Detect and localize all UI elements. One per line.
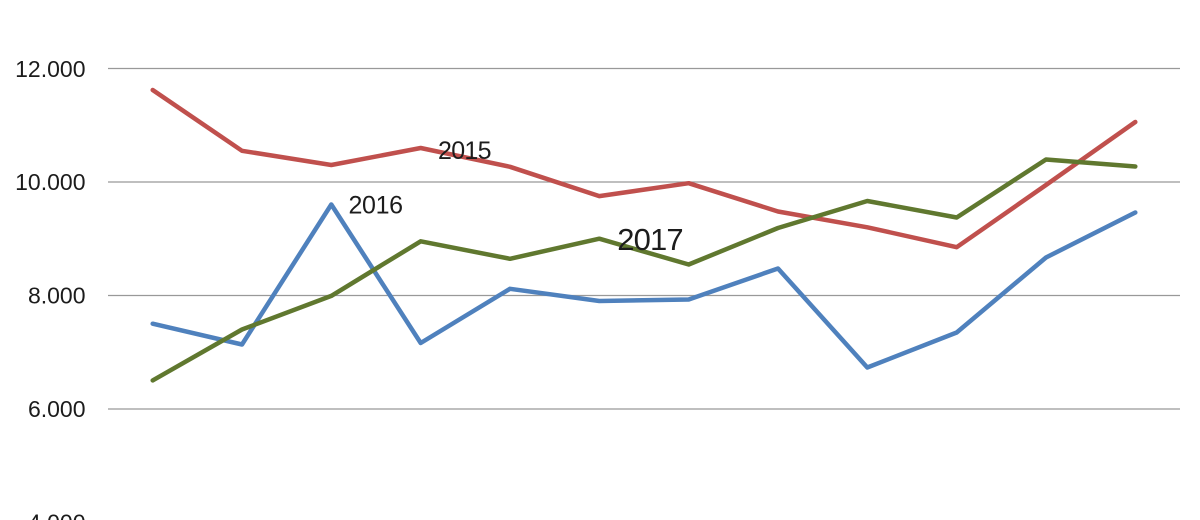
svg-text:10.000: 10.000	[15, 169, 85, 195]
svg-text:12.000: 12.000	[15, 56, 85, 82]
svg-text:2015: 2015	[438, 137, 491, 165]
svg-text:8.000: 8.000	[28, 283, 86, 309]
svg-text:4.000: 4.000	[28, 509, 86, 520]
svg-text:2016: 2016	[349, 192, 403, 220]
svg-text:6.000: 6.000	[28, 396, 86, 422]
svg-text:2017: 2017	[617, 222, 682, 257]
